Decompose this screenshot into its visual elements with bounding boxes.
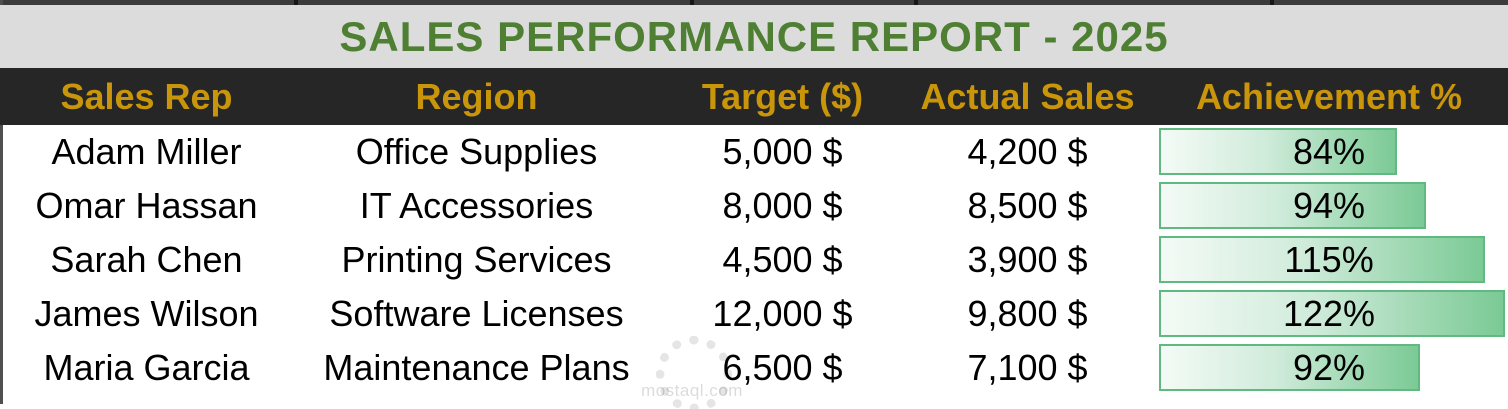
column-tick [690,0,694,8]
table-body: Adam Miller Office Supplies 5,000 $ 4,20… [0,125,1508,395]
achievement-bar-track [1159,128,1505,175]
table-row: Maria Garcia Maintenance Plans 6,500 $ 7… [0,341,1508,395]
top-border-strip [0,0,1508,8]
cell-actual-sales: 9,800 $ [967,293,1088,334]
cell-actual-sales: 4,200 $ [967,131,1088,172]
header-actual-sales: Actual Sales [920,75,1135,117]
achievement-bar-track [1159,344,1505,391]
cell-sales-rep: Adam Miller [51,131,242,172]
achievement-value: 94% [1292,185,1366,226]
cell-target: 8,000 $ [722,185,843,226]
cell-achievement: 122% [1150,287,1508,341]
cell-sales-rep: Omar Hassan [35,185,258,226]
header-sales-rep: Sales Rep [60,75,233,117]
page-title: SALES PERFORMANCE REPORT - 2025 [339,12,1169,60]
header-target: Target ($) [701,75,864,117]
table-row: Adam Miller Office Supplies 5,000 $ 4,20… [0,125,1508,179]
achievement-value: 122% [1282,293,1376,334]
achievement-bar-track [1159,182,1505,229]
cell-achievement: 115% [1150,233,1508,287]
table-row: James Wilson Software Licenses 12,000 $ … [0,287,1508,341]
left-border [0,0,3,404]
achievement-data-bar [1159,236,1486,283]
cell-region: Office Supplies [355,131,598,172]
cell-achievement: 94% [1150,179,1508,233]
table-row: Omar Hassan IT Accessories 8,000 $ 8,500… [0,179,1508,233]
achievement-bar-track [1159,236,1505,283]
cell-target: 5,000 $ [722,131,843,172]
achievement-value: 92% [1292,347,1366,388]
achievement-value: 84% [1292,131,1366,172]
cell-region: Printing Services [341,239,612,280]
cell-sales-rep: James Wilson [34,293,259,334]
achievement-bar-track [1159,290,1505,337]
table-row: Sarah Chen Printing Services 4,500 $ 3,9… [0,233,1508,287]
achievement-data-bar [1159,182,1426,229]
header-achievement: Achievement % [1195,75,1463,117]
cell-region: Maintenance Plans [323,347,630,388]
cell-actual-sales: 8,500 $ [967,185,1088,226]
header-region: Region [415,75,538,117]
column-tick [914,0,918,8]
cell-target: 12,000 $ [712,293,853,334]
cell-actual-sales: 7,100 $ [967,347,1088,388]
column-tick [294,0,298,8]
achievement-data-bar [1159,128,1398,175]
cell-target: 4,500 $ [722,239,843,280]
cell-actual-sales: 3,900 $ [967,239,1088,280]
table-header: Sales Rep Region Target ($) Actual Sales… [0,68,1508,125]
achievement-data-bar [1159,290,1505,337]
cell-sales-rep: Sarah Chen [50,239,243,280]
cell-region: Software Licenses [329,293,624,334]
achievement-value: 115% [1284,239,1374,280]
cell-achievement: 92% [1150,341,1508,395]
cell-target: 6,500 $ [722,347,843,388]
cell-achievement: 84% [1150,125,1508,179]
cell-sales-rep: Maria Garcia [43,347,250,388]
cell-region: IT Accessories [359,185,594,226]
column-tick [1270,0,1274,8]
achievement-data-bar [1159,344,1420,391]
report-title-bar: SALES PERFORMANCE REPORT - 2025 [0,5,1508,68]
